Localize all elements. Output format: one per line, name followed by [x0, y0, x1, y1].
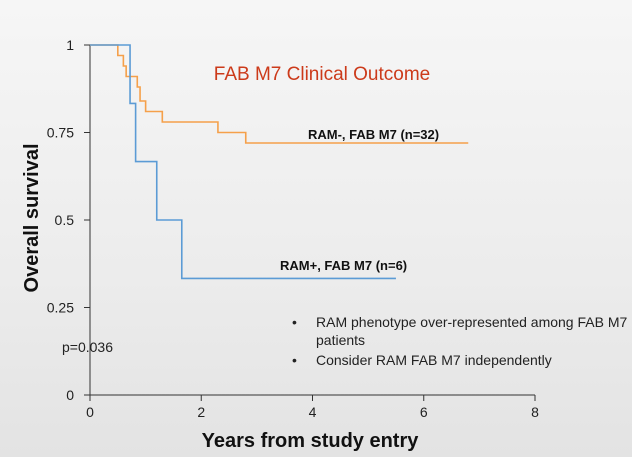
y-tick-label: 0.5: [55, 212, 75, 228]
note-item: RAM phenotype over-represented among FAB…: [290, 313, 630, 349]
notes-list: RAM phenotype over-represented among FAB…: [290, 313, 630, 371]
x-tick-label: 4: [309, 404, 317, 420]
chart-title: FAB M7 Clinical Outcome: [214, 64, 430, 85]
y-tick-label: 1: [66, 37, 74, 53]
survival-curve-ram-positive: [90, 44, 396, 280]
y-tick-label: 0.25: [47, 300, 74, 316]
x-axis-title: Years from study entry: [202, 430, 420, 452]
x-tick-label: 6: [420, 404, 428, 420]
p-value-annotation: p=0.036: [62, 339, 113, 355]
x-tick-label: 2: [197, 404, 205, 420]
survival-curve-ram-negative: [90, 44, 469, 144]
series-label-ram-negative: RAM-, FAB M7 (n=32): [308, 127, 439, 142]
x-tick-label: 8: [531, 404, 539, 420]
x-tick-label: 0: [86, 404, 94, 420]
y-tick-label: 0: [66, 387, 74, 403]
series-label-ram-positive: RAM+, FAB M7 (n=6): [280, 258, 407, 273]
y-axis-title: Overall survival: [21, 144, 43, 293]
y-tick-label: 0.75: [47, 125, 74, 141]
series-layer: [90, 44, 469, 280]
axes: 0 2 4 6 8 0 0.25 0.5 0.75 1: [47, 37, 539, 420]
note-item: Consider RAM FAB M7 independently: [290, 351, 630, 369]
